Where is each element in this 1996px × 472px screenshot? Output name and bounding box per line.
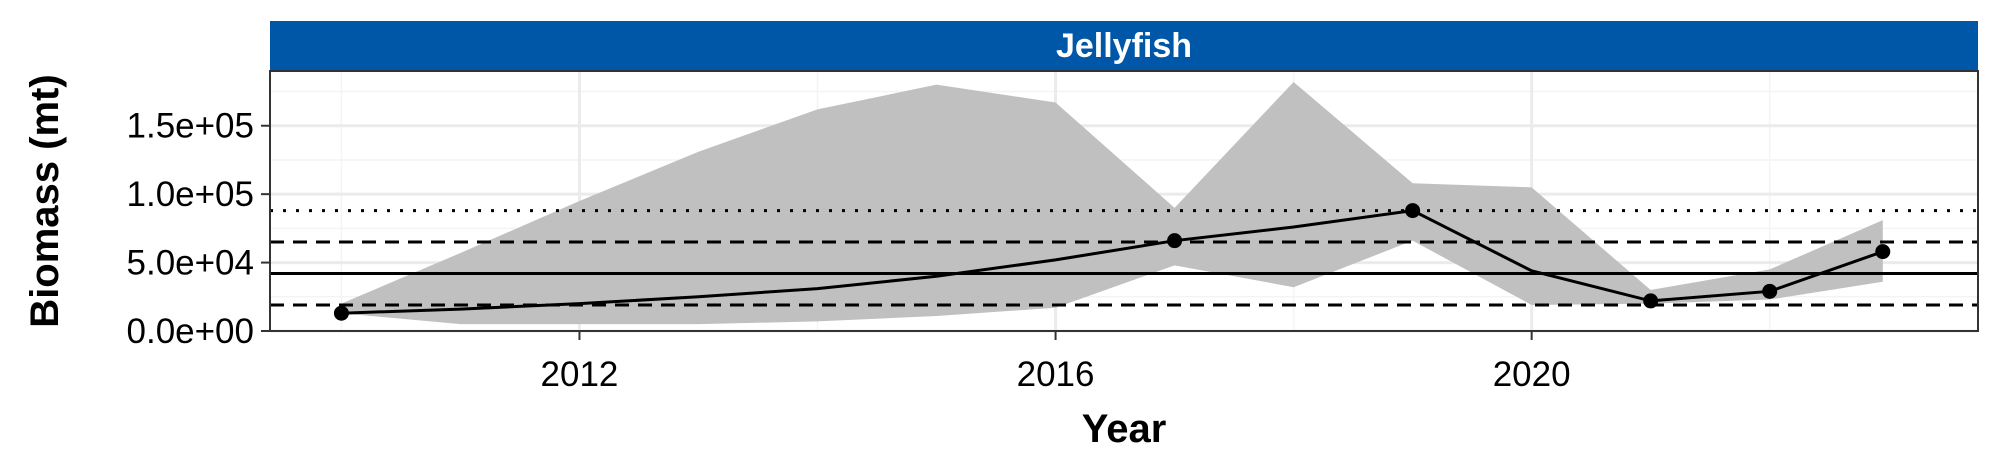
x-axis-ticks: 2012 2016 2020 (541, 331, 1571, 394)
x-tick-label: 2012 (541, 355, 619, 394)
data-point (1167, 233, 1183, 249)
data-point (1643, 293, 1659, 309)
x-tick-label: 2020 (1493, 355, 1571, 394)
data-point (1875, 244, 1891, 260)
confidence-ribbon (341, 81, 1883, 325)
panel-border (269, 70, 1979, 332)
y-axis-title: Biomass (mt) (23, 74, 67, 327)
y-tick-label: 5.0e+04 (127, 244, 255, 283)
y-tick-label: 1.0e+05 (127, 175, 255, 214)
x-axis-title: Year (1082, 407, 1167, 451)
confidence-band (341, 81, 1883, 325)
y-tick-label: 1.5e+05 (127, 107, 255, 146)
data-point (1405, 203, 1421, 219)
y-tick-label: 0.0e+00 (127, 312, 255, 351)
y-axis-ticks: 0.0e+00 5.0e+04 1.0e+05 1.5e+05 (127, 107, 270, 351)
data-point (333, 305, 349, 321)
panel-strip (270, 21, 1978, 71)
biomass-series (341, 209, 1884, 315)
biomass-line (341, 209, 1884, 315)
data-point (1762, 283, 1778, 299)
biomass-points (333, 203, 1891, 321)
panel-title: Jellyfish (1056, 27, 1192, 65)
x-tick-label: 2016 (1017, 355, 1095, 394)
